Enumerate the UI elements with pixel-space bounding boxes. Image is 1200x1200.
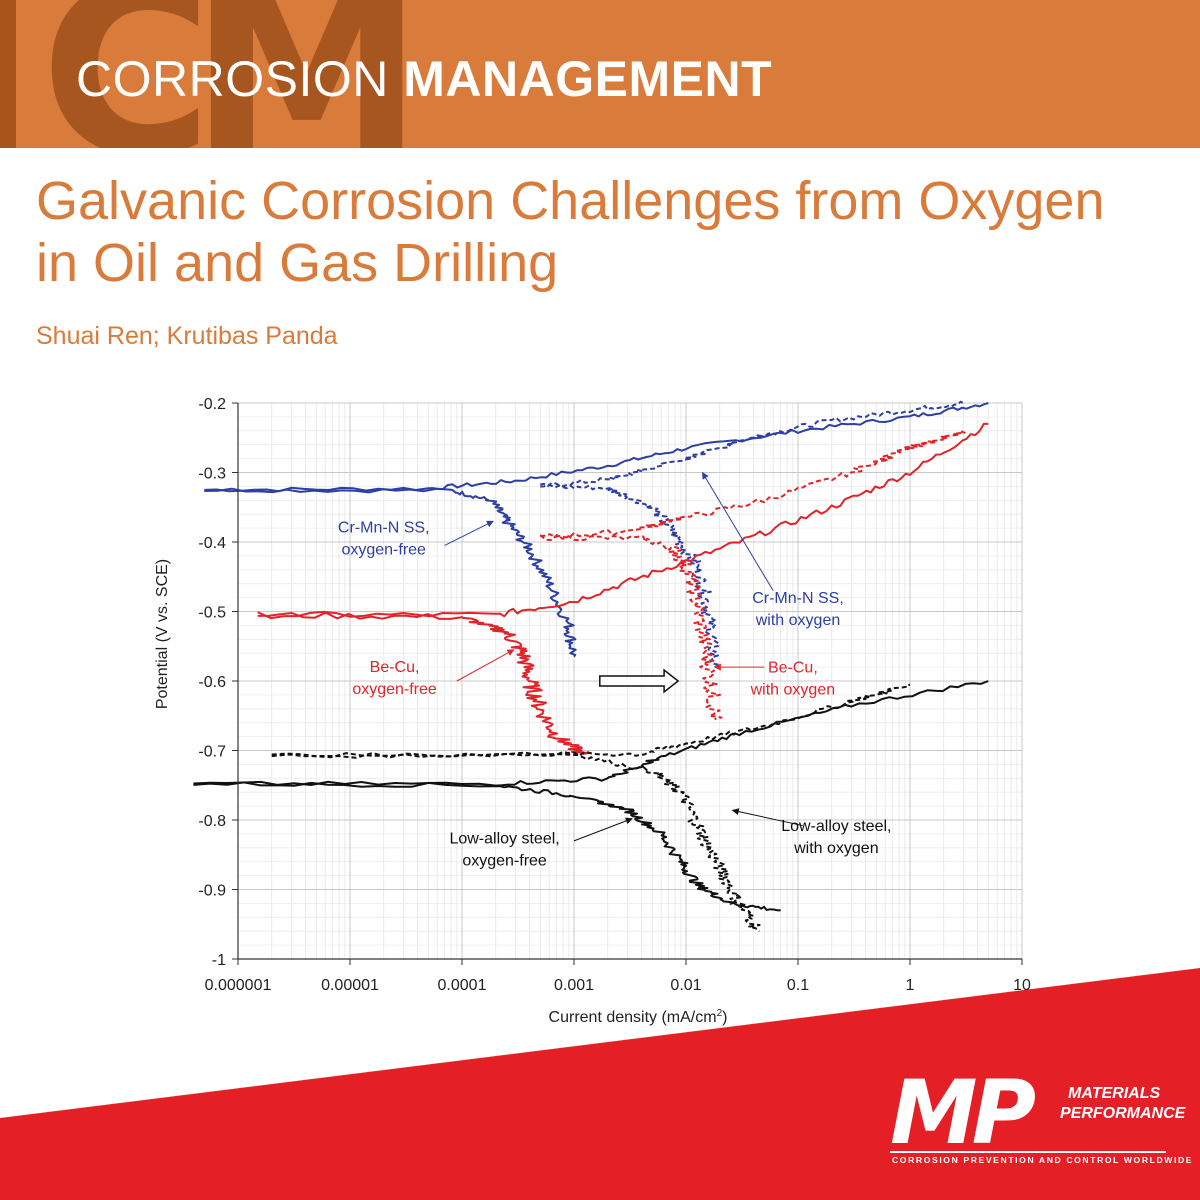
annotation-arrow	[456, 649, 515, 682]
series-anodic-curve	[540, 429, 966, 539]
x-axis-label-sup: 2	[717, 1008, 723, 1019]
annotation-line: Cr-Mn-N SS,	[752, 590, 844, 607]
x-axis-label: Current density (mA/cm2)	[549, 1008, 728, 1026]
chart-series	[193, 400, 989, 932]
y-tick-label: -0.4	[198, 535, 226, 552]
annotation-line: oxygen-free	[341, 541, 426, 558]
mp-logo-materials: MATERIALS	[1068, 1085, 1161, 1102]
series-cathodic-curve	[204, 487, 577, 658]
series-anodic-curve	[271, 683, 911, 759]
annotation-arrow	[573, 817, 633, 842]
annotation-line: Low-alloy steel,	[781, 818, 891, 835]
x-tick-label: 0.001	[554, 977, 594, 994]
y-tick-label: -0.8	[198, 813, 226, 830]
series-annotation: Low-alloy steel, oxygen-free	[449, 831, 559, 870]
annotation-line: Be-Cu,	[370, 659, 420, 676]
mp-logo-performance: PERFORMANCE	[1060, 1105, 1186, 1122]
y-tick-label: -0.3	[198, 466, 226, 483]
y-tick-label: -1	[212, 952, 226, 969]
series-annotation: Low-alloy steel, with oxygen	[781, 818, 891, 857]
section-title-light: CORROSION	[76, 51, 389, 107]
article-title: Galvanic Corrosion Challenges from Oxyge…	[36, 171, 1105, 293]
section-title-bold: MANAGEMENT	[403, 51, 773, 107]
article-authors: Shuai Ren; Krutibas Panda	[36, 322, 338, 350]
chart-axes: 0.000001 0.00001 0.0001 0.001 0.01 0.1 1 10 -0.2…	[198, 396, 1031, 994]
annotation-line: with oxygen	[750, 682, 836, 699]
mp-logo-tagline: CORROSION PREVENTION AND CONTROL WORLDWI…	[892, 1155, 1194, 1165]
annotation-line: oxygen-free	[352, 681, 437, 698]
annotation-arrow	[444, 520, 494, 546]
cm-logo-letters: CM	[40, 0, 424, 148]
annotation-line: Low-alloy steel,	[449, 831, 559, 848]
y-tick-label: -0.5	[198, 605, 226, 622]
x-tick-label: 0.0001	[438, 977, 487, 994]
annotation-arrow	[731, 808, 803, 827]
shift-arrow	[599, 668, 680, 694]
y-tick-label: -0.2	[198, 396, 226, 413]
series-cathodic-curve	[271, 752, 761, 932]
mp-logo: MP MATERIALS PERFORMANCE CORROSION PREVE…	[890, 1069, 1192, 1165]
header-banner: CM CORROSION MANAGEMENT	[0, 0, 1200, 148]
y-tick-label: -0.7	[198, 744, 226, 761]
annotation-arrow	[701, 471, 774, 591]
series-anodic-curve	[540, 400, 964, 488]
annotation-line: Cr-Mn-N SS,	[338, 519, 430, 536]
annotation-line: oxygen-free	[462, 853, 547, 870]
series-annotation: Be-Cu, with oxygen	[750, 660, 836, 699]
x-tick-label: 1	[906, 977, 915, 994]
chart-annotations: Cr-Mn-N SS, oxygen-free Cr-Mn-N SS, with ox…	[338, 471, 891, 870]
x-tick-label: 0.00001	[321, 977, 379, 994]
series-annotation: Cr-Mn-N SS, oxygen-free	[338, 519, 430, 558]
y-axis-label: Potential (V vs. SCE)	[154, 559, 171, 709]
section-title: CORROSION MANAGEMENT	[76, 54, 772, 104]
series-cathodic-curve	[257, 611, 590, 755]
x-tick-label: 0.000001	[205, 977, 272, 994]
annotation-line: Be-Cu,	[768, 660, 818, 677]
x-tick-label: 0.1	[787, 977, 809, 994]
y-tick-label: -0.6	[198, 674, 226, 691]
y-tick-label: -0.9	[198, 883, 226, 900]
series-anodic-curve	[257, 422, 989, 620]
mp-logo-rule	[890, 1151, 1166, 1153]
annotation-line: with oxygen	[755, 612, 841, 629]
series-annotation: Cr-Mn-N SS, with oxygen	[752, 590, 844, 629]
series-annotation: Be-Cu, oxygen-free	[352, 659, 437, 698]
series-cathodic-curve	[540, 483, 722, 669]
x-tick-label: 0.01	[670, 977, 701, 994]
series-cathodic-curve	[193, 781, 781, 912]
mp-logo-letters: MP	[890, 1061, 1036, 1164]
annotation-line: with oxygen	[793, 840, 879, 857]
x-tick-label: 10	[1013, 977, 1031, 994]
banner-accent-bar	[0, 0, 16, 148]
series-cathodic-curve	[539, 533, 723, 721]
